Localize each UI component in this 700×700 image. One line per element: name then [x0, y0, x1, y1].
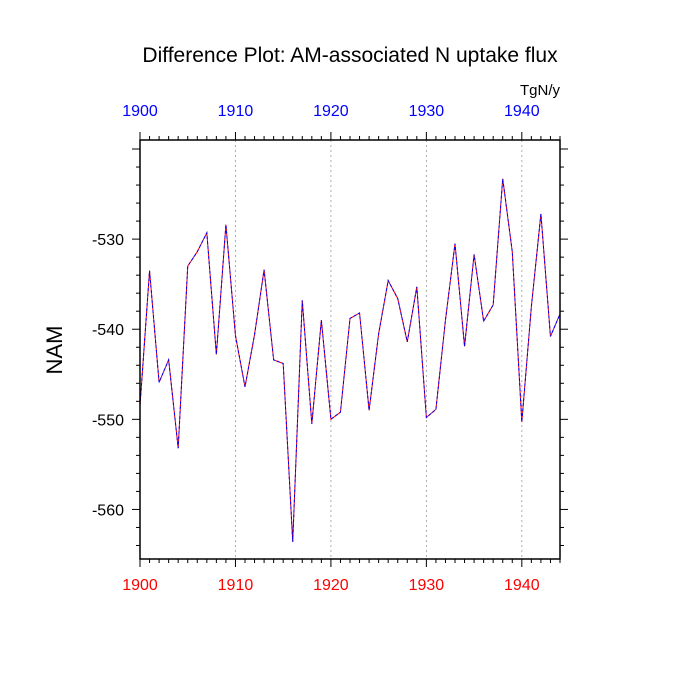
- y-tick-label: -540: [92, 322, 124, 339]
- x-tick-label-top: 1940: [504, 103, 540, 120]
- x-tick-label-top: 1930: [409, 103, 445, 120]
- x-tick-label-bottom: 1940: [504, 577, 540, 594]
- x-tick-label-bottom: 1900: [122, 577, 158, 594]
- y-tick-label: -550: [92, 412, 124, 429]
- y-axis-label: NAM: [42, 326, 67, 375]
- x-tick-label-bottom: 1920: [313, 577, 349, 594]
- y-tick-label: -530: [92, 232, 124, 249]
- x-tick-label-top: 1900: [122, 103, 158, 120]
- plot-frame: [139, 139, 561, 560]
- x-tick-label-bottom: 1910: [218, 577, 254, 594]
- axis-ticks: [132, 132, 568, 567]
- tick-labels: 1900 1900 1910 1910 1920 1920 1930 1930 1940 1940…: [92, 103, 540, 594]
- grid-lines: [235, 140, 523, 559]
- series-line-1: [139, 178, 561, 542]
- units-label: TgN/y: [520, 82, 561, 99]
- y-tick-label: -560: [92, 502, 124, 519]
- x-tick-label-top: 1920: [313, 103, 349, 120]
- x-tick-label-bottom: 1930: [409, 577, 445, 594]
- series-group: [139, 178, 561, 542]
- series-line-2: [139, 178, 561, 542]
- x-tick-label-top: 1910: [218, 103, 254, 120]
- chart-title: Difference Plot: AM-associated N uptake …: [142, 44, 558, 67]
